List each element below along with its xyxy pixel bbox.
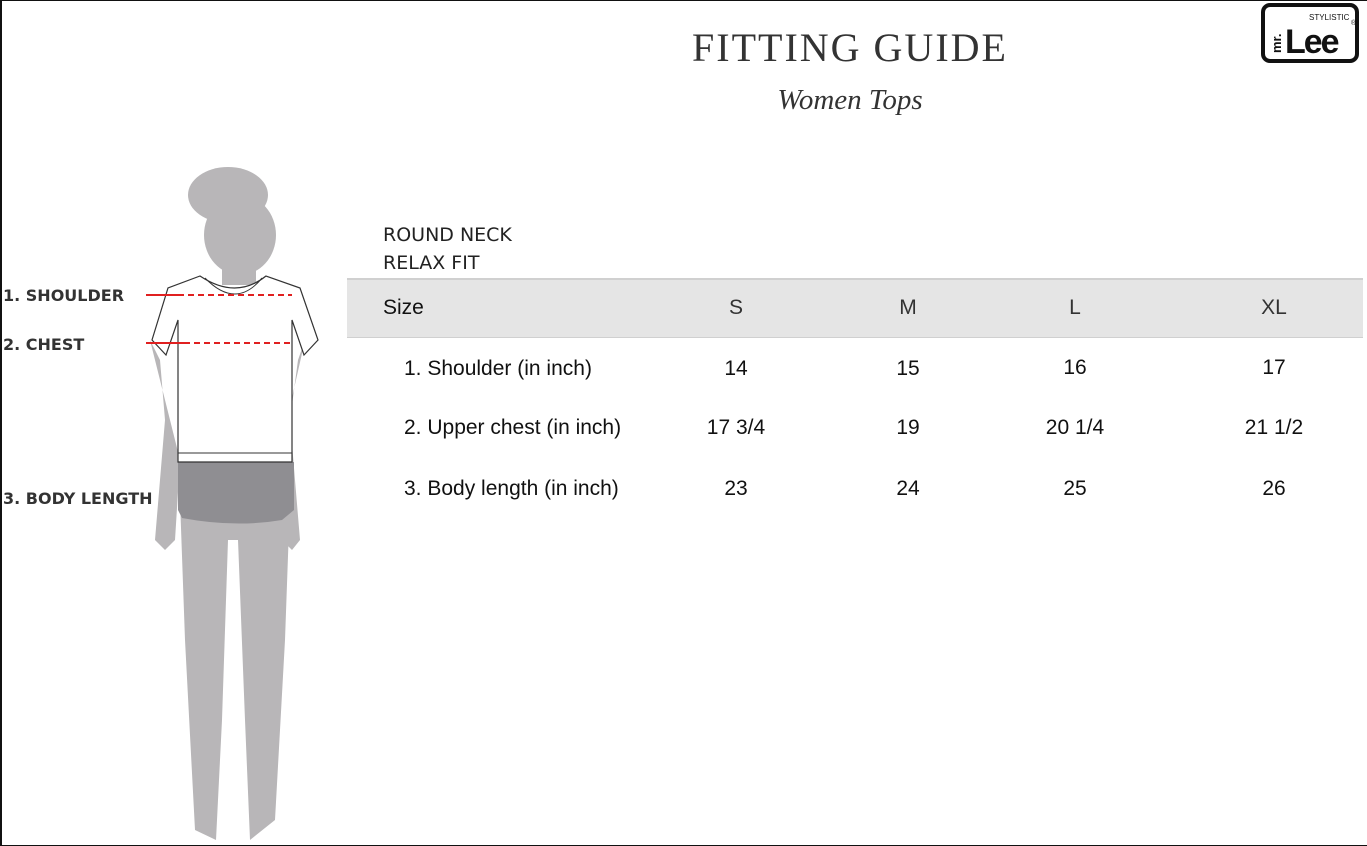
- svg-text:®: ®: [1351, 19, 1357, 27]
- cell-m: 15: [896, 357, 920, 380]
- cell-l: 20 1/4: [1045, 416, 1105, 439]
- label-body-length: 3. BODY LENGTH: [3, 489, 153, 508]
- row-label: 1. Shoulder (in inch): [404, 357, 592, 380]
- header-m: M: [899, 296, 917, 319]
- row-label: 2. Upper chest (in inch): [404, 416, 622, 439]
- label-shoulder: 1. SHOULDER: [3, 286, 125, 305]
- cell-m: 24: [896, 477, 920, 500]
- svg-text:Lee: Lee: [1285, 23, 1339, 61]
- shorts: [178, 462, 294, 524]
- cell-xl: 26: [1262, 477, 1286, 500]
- cell-s: 23: [724, 477, 748, 500]
- header-l: L: [1069, 296, 1081, 319]
- cell-s: 17 3/4: [706, 416, 766, 439]
- t-shirt: [151, 275, 319, 463]
- cell-l: 16: [1063, 356, 1087, 379]
- fit-type: RELAX FIT: [383, 252, 480, 274]
- cell-l: 25: [1063, 477, 1087, 500]
- header-s: S: [728, 296, 744, 319]
- page-subtitle: Women Tops: [777, 84, 923, 116]
- table-header-row: [347, 278, 1363, 338]
- page-title: FITTING GUIDE: [692, 25, 1008, 70]
- header-xl: XL: [1261, 296, 1287, 319]
- label-chest: 2. CHEST: [3, 335, 85, 354]
- cell-s: 14: [724, 357, 748, 380]
- header-size: Size: [383, 296, 424, 319]
- brand-logo: STYLISTIC ® mr. Lee: [1261, 3, 1359, 63]
- svg-text:mr.: mr.: [1269, 33, 1284, 53]
- body-figure: [146, 167, 319, 840]
- cell-xl: 17: [1262, 356, 1286, 379]
- row-label: 3. Body length (in inch): [404, 477, 619, 500]
- neck-type: ROUND NECK: [383, 224, 512, 246]
- svg-text:STYLISTIC: STYLISTIC: [1309, 13, 1350, 22]
- cell-xl: 21 1/2: [1244, 416, 1304, 439]
- cell-m: 19: [896, 416, 920, 439]
